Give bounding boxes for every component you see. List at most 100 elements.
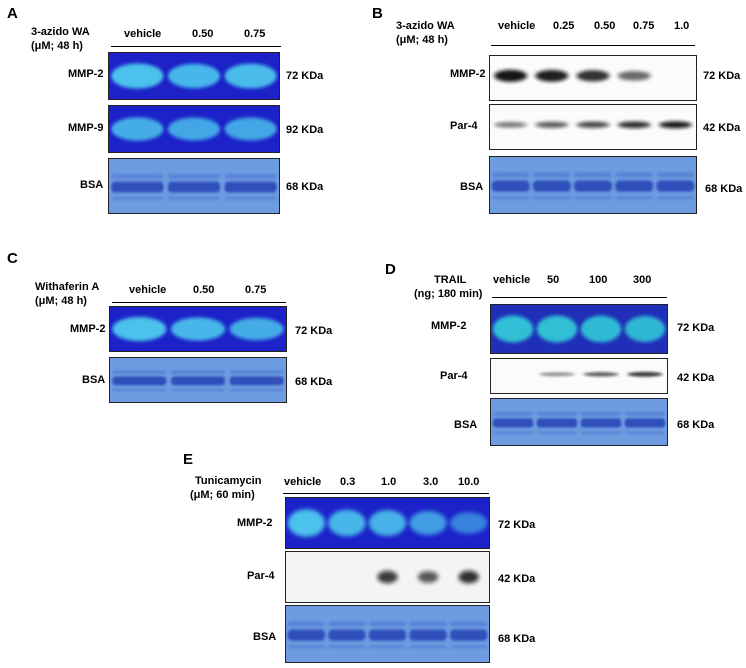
gel-band xyxy=(576,121,610,128)
panel-b-treatment-line1: 3-azido WA xyxy=(396,20,455,32)
panel-c-mmp2-blot xyxy=(109,306,287,352)
gel-band xyxy=(580,418,622,428)
gel-band xyxy=(287,629,325,641)
panel-b-mmp2-blot xyxy=(489,55,697,101)
gel-band xyxy=(656,180,695,192)
panel-d-row-par4-size: 42 KDa xyxy=(677,372,715,384)
panel-d-mmp2-blot xyxy=(490,304,668,354)
panel-a-lane-rule xyxy=(111,46,281,47)
panel-d-row-mmp2-size: 72 KDa xyxy=(677,322,715,334)
gel-band xyxy=(494,69,528,82)
gel-band xyxy=(111,181,164,193)
gel-band xyxy=(167,117,221,141)
panel-a-bsa-blot xyxy=(108,158,280,214)
panel-b-row-bsa-label: BSA xyxy=(460,181,484,193)
panel-a-lane-2: 0.50 xyxy=(192,28,214,40)
panel-b-lane-4: 0.75 xyxy=(633,20,655,32)
gel-band xyxy=(171,376,225,386)
panel-d-lane-rule xyxy=(492,297,667,298)
gel-band xyxy=(229,376,284,386)
gel-band xyxy=(229,317,284,341)
panel-b-row-bsa-size: 68 KDa xyxy=(705,183,743,195)
panel-b-treatment-line2: (μM; 48 h) xyxy=(396,34,448,46)
panel-e-lane-rule xyxy=(283,493,489,494)
gel-band xyxy=(112,376,167,386)
gel-band xyxy=(409,511,447,535)
panel-e-bsa-blot xyxy=(285,605,490,663)
panel-b-bsa-blot xyxy=(489,156,697,214)
panel-e-mmp2-blot xyxy=(285,497,490,549)
panel-c-treatment-line1: Withaferin A xyxy=(35,281,100,293)
panel-c-lane-3: 0.75 xyxy=(245,284,267,296)
gel-band xyxy=(450,629,488,641)
gel-band xyxy=(111,63,164,89)
gel-band xyxy=(224,181,277,193)
gel-band xyxy=(368,629,407,641)
panel-b-lane-5: 1.0 xyxy=(674,20,690,32)
gel-band xyxy=(574,180,612,192)
panel-c-row-bsa-size: 68 KDa xyxy=(295,376,333,388)
panel-d-lane-1: vehicle xyxy=(493,274,531,286)
panel-d-treatment-line2: (ng; 180 min) xyxy=(414,288,483,300)
panel-c-letter: C xyxy=(7,250,18,267)
panel-e-treatment-line2: (μM; 60 min) xyxy=(190,489,255,501)
panel-b-row-par4-label: Par-4 xyxy=(450,120,478,132)
gel-band xyxy=(627,371,663,377)
gel-band xyxy=(617,121,651,129)
panel-e-row-mmp2-size: 72 KDa xyxy=(498,519,536,531)
gel-band xyxy=(171,317,225,341)
panel-a-treatment-line1: 3-azido WA xyxy=(31,26,90,38)
gel-band xyxy=(617,70,651,81)
panel-a-row-bsa-size: 68 KDa xyxy=(286,181,324,193)
gel-band xyxy=(658,121,692,129)
panel-b-lane-rule xyxy=(491,45,695,46)
gel-band xyxy=(532,180,571,192)
panel-c-bsa-blot xyxy=(109,357,287,403)
panel-c-lane-2: 0.50 xyxy=(193,284,215,296)
gel-band xyxy=(112,316,167,342)
gel-band xyxy=(458,570,479,584)
gel-band xyxy=(624,316,666,342)
panel-e-row-bsa-size: 68 KDa xyxy=(498,633,536,645)
panel-c-lane-1: vehicle xyxy=(129,284,167,296)
panel-a-row-mmp2-size: 72 KDa xyxy=(286,70,324,82)
panel-b-row-par4-size: 42 KDa xyxy=(703,122,741,134)
panel-a-lane-1: vehicle xyxy=(124,28,162,40)
panel-e-lane-4: 3.0 xyxy=(423,476,439,488)
panel-e-row-par4-size: 42 KDa xyxy=(498,573,536,585)
gel-band xyxy=(417,571,439,583)
gel-band xyxy=(287,509,325,537)
gel-band xyxy=(580,315,622,343)
panel-c-row-mmp2-label: MMP-2 xyxy=(70,323,106,335)
gel-band xyxy=(450,512,488,534)
gel-band xyxy=(535,121,569,128)
panel-d-row-bsa-size: 68 KDa xyxy=(677,419,715,431)
panel-d-row-par4-label: Par-4 xyxy=(440,370,468,382)
gel-band xyxy=(224,117,277,141)
panel-b-lane-1: vehicle xyxy=(498,20,536,32)
gel-band xyxy=(167,63,221,89)
panel-a-mmp2-blot xyxy=(108,52,280,100)
panel-d-lane-3: 100 xyxy=(589,274,608,286)
panel-a-row-mmp9-label: MMP-9 xyxy=(68,122,104,134)
panel-a-row-bsa-label: BSA xyxy=(80,179,104,191)
gel-band xyxy=(492,418,534,428)
panel-d-par4-blot xyxy=(490,358,668,394)
gel-band xyxy=(536,418,578,428)
panel-a-row-mmp2-label: MMP-2 xyxy=(68,68,104,80)
gel-band xyxy=(111,117,164,141)
gel-band xyxy=(539,372,575,377)
gel-band xyxy=(494,122,528,128)
panel-b-par4-blot xyxy=(489,104,697,150)
gel-band xyxy=(409,629,447,641)
panel-d-row-bsa-label: BSA xyxy=(454,419,478,431)
panel-d-lane-4: 300 xyxy=(633,274,652,286)
panel-a-lane-3: 0.75 xyxy=(244,28,266,40)
panel-b-lane-2: 0.25 xyxy=(553,20,575,32)
panel-e-par4-blot xyxy=(285,551,490,603)
gel-band xyxy=(491,180,530,192)
gel-band xyxy=(535,69,569,82)
gel-band xyxy=(167,181,221,193)
panel-b-row-mmp2-size: 72 KDa xyxy=(703,70,741,82)
panel-e-lane-3: 1.0 xyxy=(381,476,397,488)
